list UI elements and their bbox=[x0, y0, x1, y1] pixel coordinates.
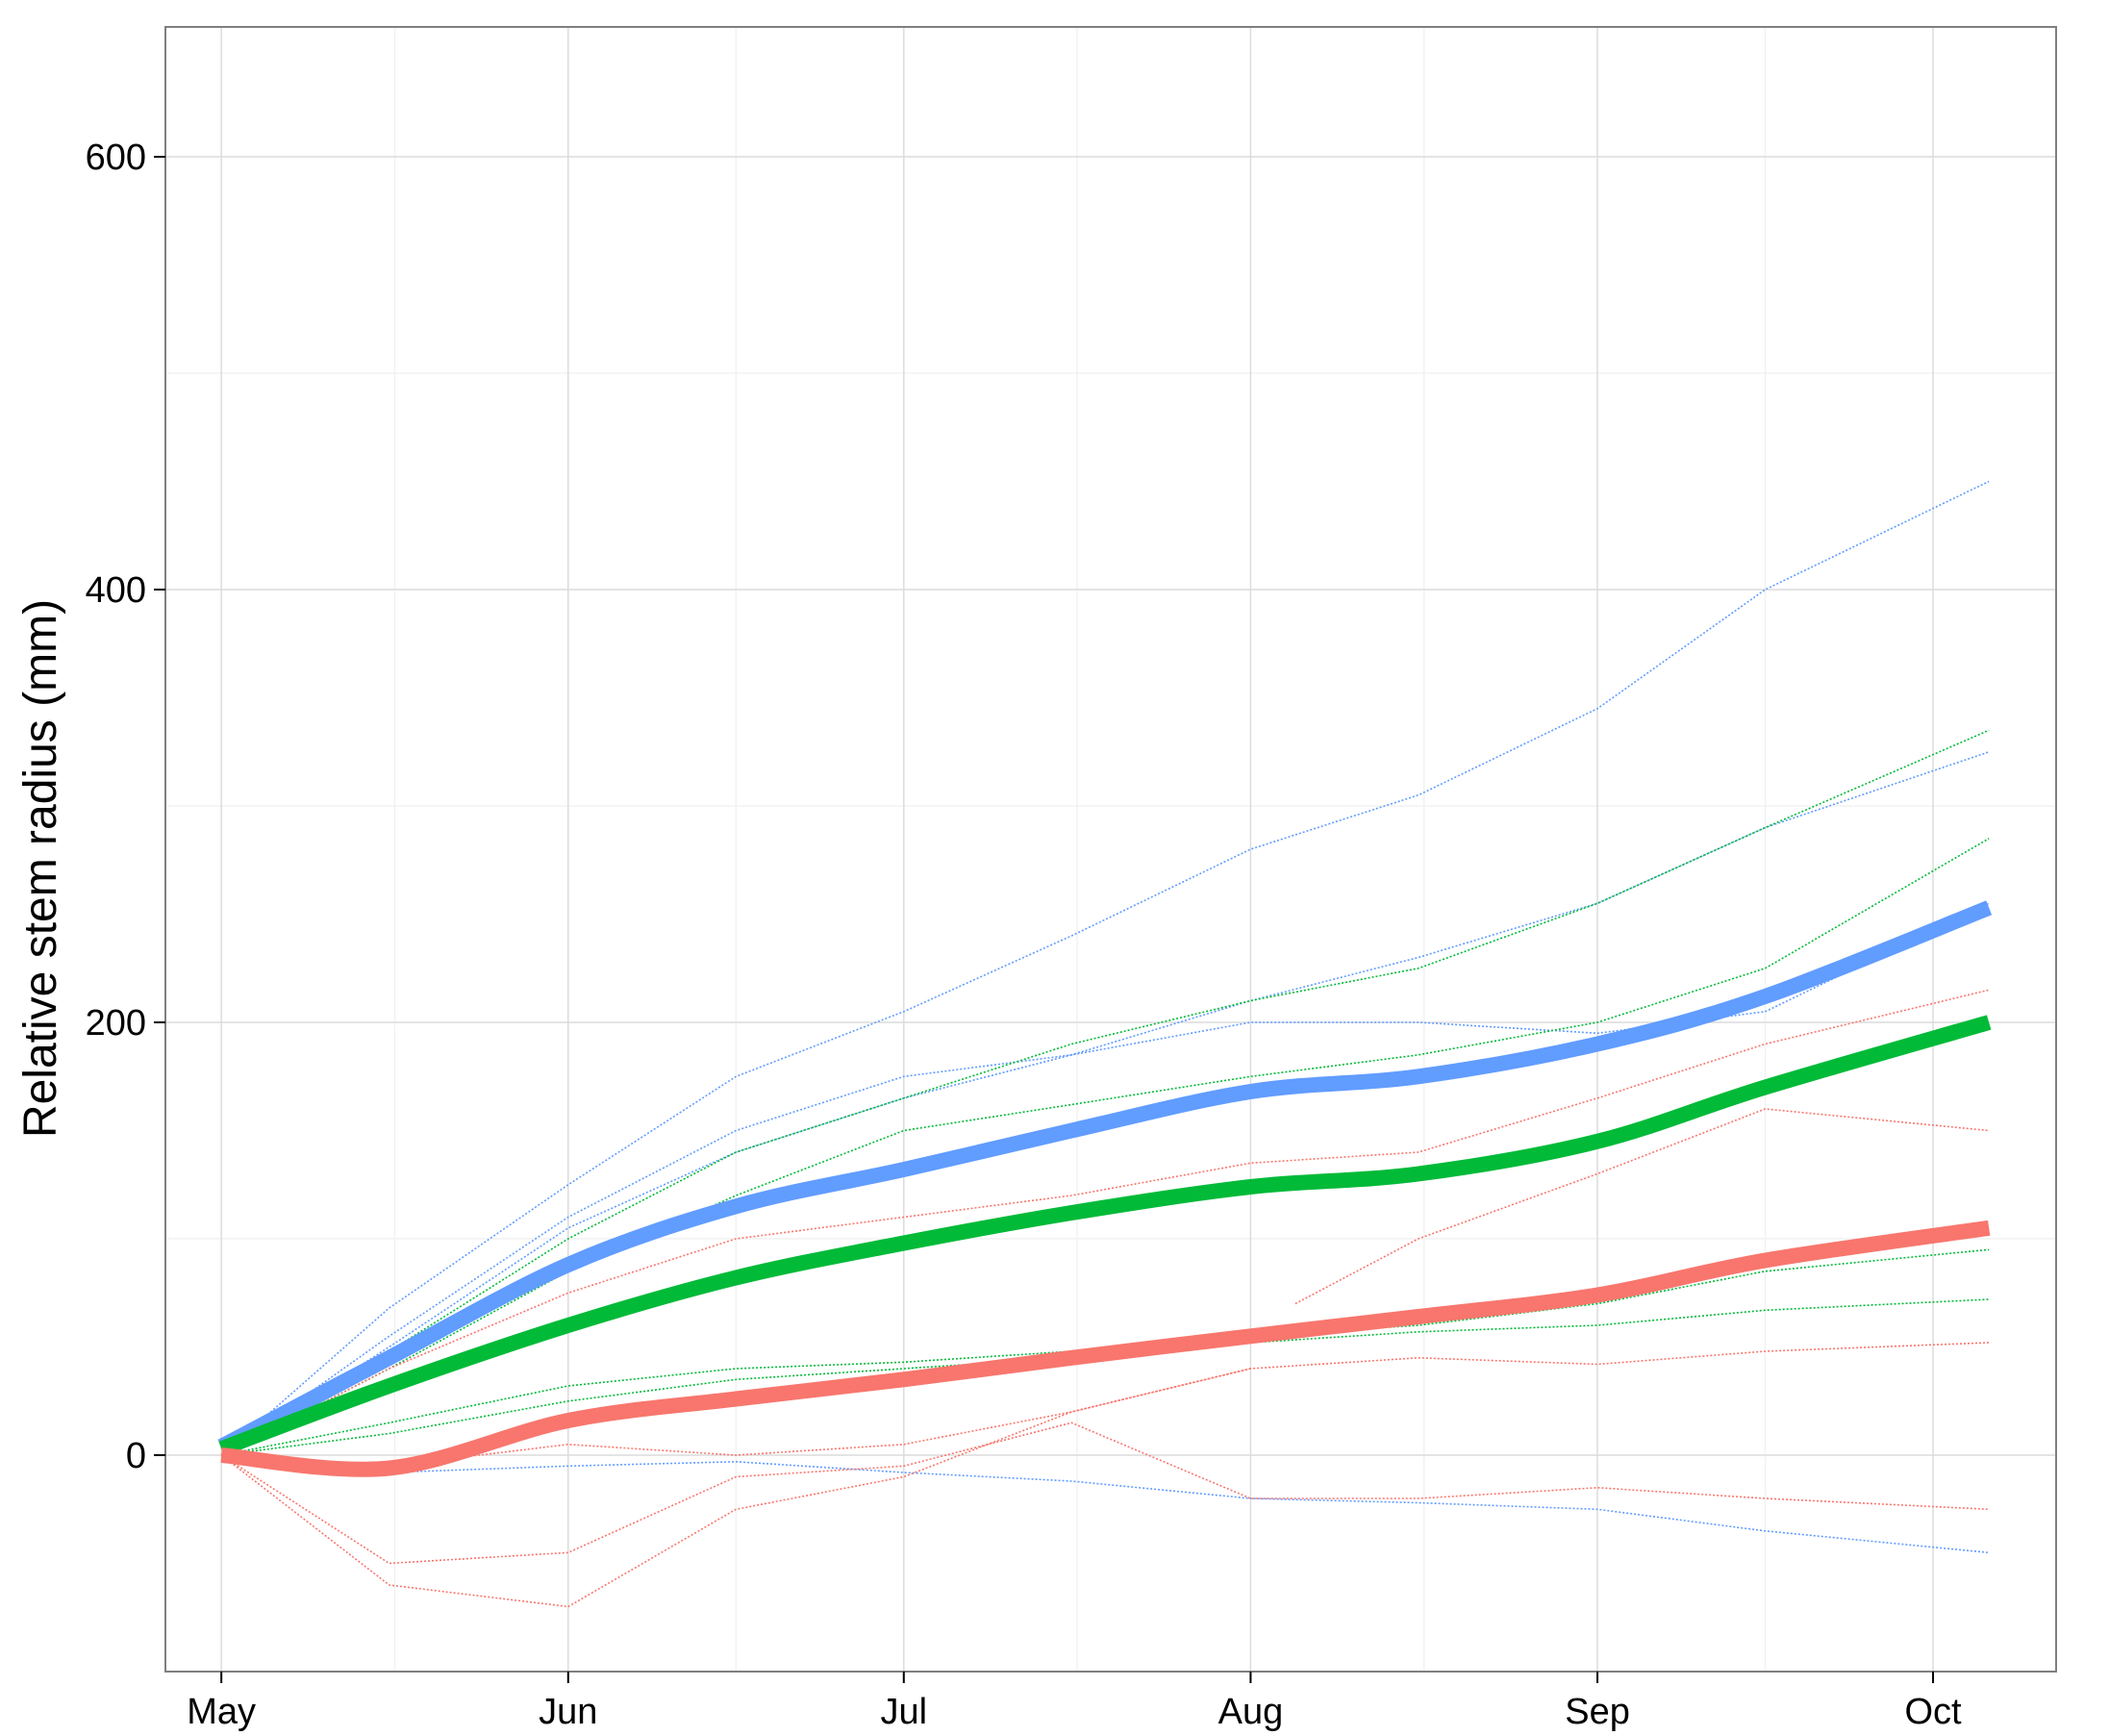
x-tick-label: Oct bbox=[1904, 1692, 1962, 1731]
green-smooth-trend-line bbox=[218, 1015, 1992, 1456]
plot-panel-border bbox=[164, 26, 2057, 1673]
raw-series-layer bbox=[220, 480, 1990, 1608]
y-tick-label: 200 bbox=[86, 1003, 146, 1044]
axes: 0 200 400 600 May Jun Jul Aug Sep Oct bbox=[86, 138, 1962, 1732]
x-tick-label: Aug bbox=[1218, 1692, 1284, 1731]
red-smooth-trend-line bbox=[220, 1220, 1991, 1477]
x-tick-label: Jun bbox=[539, 1692, 597, 1731]
blue-smooth-trend-line bbox=[217, 900, 1993, 1454]
red-raw-series-line-13 bbox=[220, 1422, 1990, 1565]
green-raw-series-line-8 bbox=[220, 838, 1990, 1456]
x-tick-label: May bbox=[187, 1692, 256, 1731]
green-raw-series-line-7 bbox=[220, 729, 1990, 1456]
blue-raw-series-line-3 bbox=[220, 480, 1990, 1456]
red-raw-series-line-12 bbox=[221, 1342, 1990, 1468]
y-tick-label: 400 bbox=[86, 570, 146, 611]
smooth-series-layer bbox=[217, 900, 1993, 1477]
y-axis-title: Relative stem radius (mm) bbox=[15, 599, 66, 1138]
y-tick-label: 600 bbox=[86, 138, 146, 178]
red-raw-series-line-11 bbox=[220, 989, 1990, 1456]
blue-raw-series-line-6 bbox=[221, 1454, 1990, 1554]
red-raw-series-line-14 bbox=[1294, 1108, 1990, 1305]
red-raw-series-line-15 bbox=[220, 1368, 1251, 1608]
x-tick-label: Jul bbox=[880, 1692, 927, 1731]
grid bbox=[165, 27, 2056, 1673]
blue-raw-series-line-4 bbox=[220, 751, 1990, 1456]
x-tick-label: Sep bbox=[1565, 1692, 1630, 1731]
y-tick-label: 0 bbox=[126, 1436, 146, 1476]
green-raw-series-line-10 bbox=[221, 1298, 1990, 1456]
blue-raw-series-line-5 bbox=[220, 902, 1990, 1456]
